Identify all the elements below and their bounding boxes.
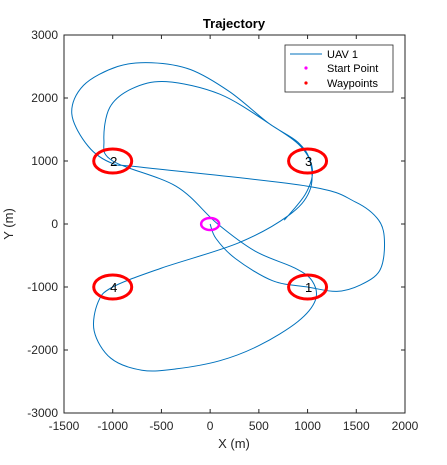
plot-area: 1 2 3 4 bbox=[63, 34, 406, 414]
waypoint-4-label: 4 bbox=[110, 280, 117, 295]
x-tick-label: -500 bbox=[149, 419, 173, 433]
waypoint-2-circle bbox=[92, 147, 134, 175]
legend-entry-uav-1: UAV 1 bbox=[327, 49, 358, 61]
x-tick-label: 500 bbox=[249, 419, 269, 433]
uav-1-trajectory-line bbox=[71, 62, 386, 372]
waypoint-3-circle bbox=[287, 147, 329, 175]
legend-box bbox=[284, 44, 394, 93]
waypoint-4-circle bbox=[92, 273, 134, 301]
start-point bbox=[199, 216, 221, 232]
y-tick-label: 1000 bbox=[31, 154, 58, 168]
legend-entry-start-point: Start Point bbox=[327, 63, 378, 75]
y-axis-ticks: -3000 -2000 -1000 0 1000 2000 3000 bbox=[27, 28, 405, 420]
waypoint-1-circle bbox=[287, 273, 329, 301]
x-tick-label: 1500 bbox=[343, 419, 370, 433]
y-tick-label: -1000 bbox=[27, 280, 58, 294]
y-tick-label: 2000 bbox=[31, 91, 58, 105]
y-tick-label: 3000 bbox=[31, 28, 58, 42]
legend-entry-waypoints: Waypoints bbox=[327, 78, 378, 90]
start-point-marker bbox=[199, 216, 221, 232]
legend: UAV 1 Start Point Waypoints bbox=[284, 44, 394, 93]
x-tick-label: -1000 bbox=[97, 419, 128, 433]
x-axis-label: X (m) bbox=[218, 436, 250, 451]
waypoint-3-label: 3 bbox=[305, 154, 312, 169]
x-tick-label: 0 bbox=[207, 419, 214, 433]
waypoint-2-label: 2 bbox=[110, 154, 117, 169]
legend-waypoints-swatch bbox=[304, 81, 308, 85]
x-tick-label: 1000 bbox=[294, 419, 321, 433]
legend-start-point-swatch bbox=[304, 66, 308, 70]
chart-title: Trajectory bbox=[203, 16, 266, 31]
waypoints: 1 2 3 4 bbox=[92, 147, 329, 301]
y-axis-label: Y (m) bbox=[1, 208, 16, 240]
x-tick-label: -1500 bbox=[49, 419, 80, 433]
y-tick-label: -3000 bbox=[27, 406, 58, 420]
y-tick-label: 0 bbox=[51, 217, 58, 231]
x-axis-ticks: -1500 -1000 -500 0 500 1000 1500 2000 bbox=[49, 35, 419, 433]
axes-background bbox=[64, 35, 405, 413]
waypoint-1-label: 1 bbox=[305, 280, 312, 295]
x-tick-label: 2000 bbox=[392, 419, 419, 433]
y-tick-label: -2000 bbox=[27, 343, 58, 357]
